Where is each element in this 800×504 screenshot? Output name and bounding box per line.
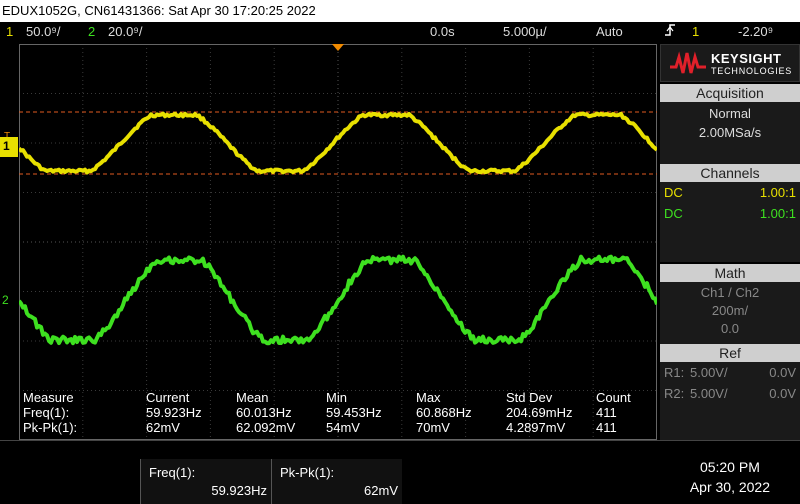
pkpk-current: 62mV: [146, 420, 180, 435]
ref2-offset: 0.0V: [769, 386, 796, 401]
ref1-name: R1:: [664, 365, 685, 380]
acquisition-header[interactable]: Acquisition: [660, 84, 800, 102]
right-sidebar: KEYSIGHT TECHNOLOGIES Acquisition Normal…: [660, 44, 800, 440]
header-min: Min: [326, 390, 347, 405]
ch2-coupling: DC: [664, 206, 683, 221]
ref2-name: R2:: [664, 386, 685, 401]
ch1-waveform: [19, 111, 657, 175]
math-scale: 200m/: [711, 303, 749, 318]
ch1-scale[interactable]: 50.0⁹/: [26, 24, 61, 39]
ch1-coupling: DC: [664, 185, 683, 200]
ref-header[interactable]: Ref: [660, 344, 800, 362]
clock-time: 05:20 PM: [699, 459, 760, 475]
pkpk-label: Pk-Pk(1):: [23, 420, 78, 435]
channels-panel[interactable]: DC 1.00:1 DC 1.00:1: [660, 182, 800, 262]
trigger-level[interactable]: -2.20⁹: [738, 24, 774, 39]
svg-text:T: T: [4, 131, 10, 142]
ch1-probe: 1.00:1: [759, 185, 796, 200]
bottom-bar: Freq(1): 59.923Hz Pk-Pk(1): 62mV 05:20 P…: [0, 440, 800, 504]
quick-measure-pkpk[interactable]: Pk-Pk(1): 62mV: [271, 459, 402, 504]
trigger-mode[interactable]: Auto: [596, 24, 623, 39]
math-offset: 0.0: [720, 321, 740, 336]
window-title: EDUX1052G, CN61431366: Sat Apr 30 17:20:…: [0, 0, 800, 22]
freq-count: 411: [596, 405, 617, 420]
ref-panel[interactable]: R1: 5.00V/ 0.0V R2: 5.00V/ 0.0V: [660, 362, 800, 440]
pkpk-max: 70mV: [416, 420, 450, 435]
header-measure: Measure: [23, 390, 74, 405]
ch2-number[interactable]: 2: [88, 24, 96, 39]
math-panel[interactable]: Ch1 / Ch2 200m/ 0.0: [660, 282, 800, 344]
brand-subtitle: TECHNOLOGIES: [711, 66, 793, 76]
pkpk-mean: 62.092mV: [236, 420, 296, 435]
ch1-marker-label: 1: [3, 139, 10, 153]
acq-rate: 2.00MSa/s: [698, 125, 762, 140]
ch1-ground-marker[interactable]: 1: [0, 137, 18, 157]
waveform-graticule: [19, 44, 657, 440]
trigger-position-marker: [332, 44, 344, 51]
ch2-scale[interactable]: 20.0⁹/: [108, 24, 143, 39]
ref1-scale: 5.00V/: [690, 365, 728, 380]
measurement-table: Measure Current Mean Min Max Std Dev Cou…: [19, 390, 657, 440]
waveform-display[interactable]: [19, 44, 657, 440]
math-header[interactable]: Math: [660, 264, 800, 282]
acquisition-panel[interactable]: Normal 2.00MSa/s: [660, 102, 800, 164]
ref1-offset: 0.0V: [769, 365, 796, 380]
math-function: Ch1 / Ch2: [700, 285, 760, 300]
ch1-number[interactable]: 1: [6, 24, 14, 39]
freq-mean: 60.013Hz: [236, 405, 292, 420]
freq-stddev: 204.69mHz: [506, 405, 573, 420]
header-max: Max: [416, 390, 441, 405]
pkpk-count: 411: [596, 420, 617, 435]
header-current: Current: [146, 390, 190, 405]
keysight-logo: KEYSIGHT TECHNOLOGIES: [660, 44, 800, 82]
time-position[interactable]: 0.0s: [430, 24, 455, 39]
clock-date: Apr 30, 2022: [689, 479, 770, 495]
time-scale[interactable]: 5.000µ/: [503, 24, 547, 39]
ch2-waveform: [19, 254, 657, 346]
acq-mode: Normal: [709, 106, 751, 121]
ref2-scale: 5.00V/: [690, 386, 728, 401]
table-row: Pk-Pk(1): 62mV 62.092mV 54mV 70mV 4.2897…: [19, 420, 657, 435]
quick-pkpk-value: 62mV: [364, 483, 398, 498]
trigger-level-marker[interactable]: T: [0, 128, 19, 147]
quick-pkpk-label: Pk-Pk(1):: [280, 465, 335, 480]
pkpk-min: 54mV: [326, 420, 360, 435]
freq-current: 59.923Hz: [146, 405, 202, 420]
freq-min: 59.453Hz: [326, 405, 382, 420]
trigger-edge-icon: [664, 22, 676, 44]
brand-name: KEYSIGHT: [711, 51, 782, 66]
table-row: Freq(1): 59.923Hz 60.013Hz 59.453Hz 60.8…: [19, 405, 657, 420]
header-mean: Mean: [236, 390, 269, 405]
freq-label: Freq(1):: [23, 405, 70, 420]
ch2-ground-marker[interactable]: 2: [0, 292, 18, 310]
status-bar: 1 50.0⁹/ 2 20.0⁹/ 0.0s 5.000µ/ Auto 1 -2…: [0, 22, 800, 42]
header-count: Count: [596, 390, 631, 405]
pkpk-stddev: 4.2897mV: [506, 420, 566, 435]
ch2-probe: 1.00:1: [759, 206, 796, 221]
quick-freq-value: 59.923Hz: [211, 483, 267, 498]
channels-header[interactable]: Channels: [660, 164, 800, 182]
quick-freq-label: Freq(1):: [149, 465, 196, 480]
measure-header-row: Measure Current Mean Min Max Std Dev Cou…: [19, 390, 657, 405]
trigger-channel[interactable]: 1: [692, 24, 700, 39]
header-stddev: Std Dev: [506, 390, 553, 405]
freq-max: 60.868Hz: [416, 405, 472, 420]
clock: 05:20 PM Apr 30, 2022: [690, 459, 770, 495]
keysight-wave-icon: [670, 51, 706, 74]
ch2-marker-label: 2: [2, 293, 9, 307]
quick-measure-freq[interactable]: Freq(1): 59.923Hz: [140, 459, 271, 504]
